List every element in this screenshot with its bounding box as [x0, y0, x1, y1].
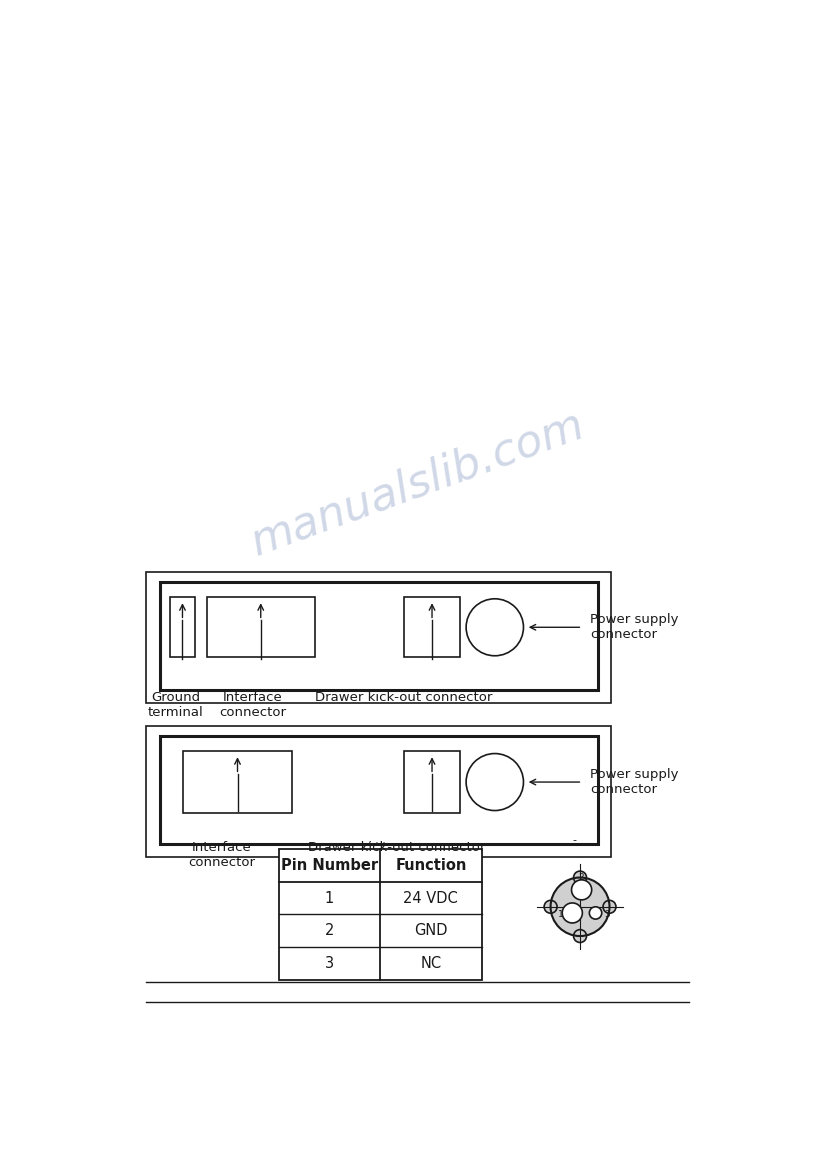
Text: Interface
connector: Interface connector: [188, 841, 255, 870]
Text: Power supply
connector: Power supply connector: [590, 768, 679, 796]
Circle shape: [562, 902, 583, 924]
Bar: [170, 598, 195, 657]
Text: 1: 1: [324, 891, 334, 906]
Text: Interface
connector: Interface connector: [219, 691, 287, 720]
Bar: [183, 751, 292, 813]
Text: -: -: [573, 834, 577, 845]
Text: Power supply
connector: Power supply connector: [590, 613, 679, 641]
Text: 3: 3: [604, 909, 610, 919]
Bar: [160, 581, 598, 689]
Text: 2: 2: [579, 873, 584, 883]
Bar: [146, 572, 611, 703]
Text: Drawer kick-out connector: Drawer kick-out connector: [308, 841, 485, 854]
Circle shape: [571, 880, 592, 900]
Bar: [279, 849, 482, 980]
Circle shape: [574, 871, 587, 884]
Text: 2: 2: [324, 924, 334, 939]
Circle shape: [574, 929, 587, 942]
Circle shape: [589, 907, 601, 919]
Text: Drawer kick-out connector: Drawer kick-out connector: [315, 691, 493, 704]
Bar: [160, 736, 598, 844]
Text: GND: GND: [414, 924, 447, 939]
Text: . . .: . . .: [368, 834, 386, 845]
Text: Function: Function: [395, 858, 466, 873]
Text: 3: 3: [324, 956, 334, 972]
Text: 24 VDC: 24 VDC: [403, 891, 458, 906]
Text: Ground
terminal: Ground terminal: [148, 691, 204, 720]
Bar: [404, 598, 460, 657]
Circle shape: [551, 878, 610, 936]
Circle shape: [603, 900, 616, 913]
Text: 1: 1: [557, 909, 563, 919]
Bar: [404, 751, 460, 813]
Text: NC: NC: [421, 956, 442, 972]
Bar: [146, 725, 611, 857]
Text: Pin Number: Pin Number: [281, 858, 378, 873]
Circle shape: [544, 900, 557, 913]
Text: manualslib.com: manualslib.com: [244, 403, 591, 564]
Bar: [206, 598, 315, 657]
